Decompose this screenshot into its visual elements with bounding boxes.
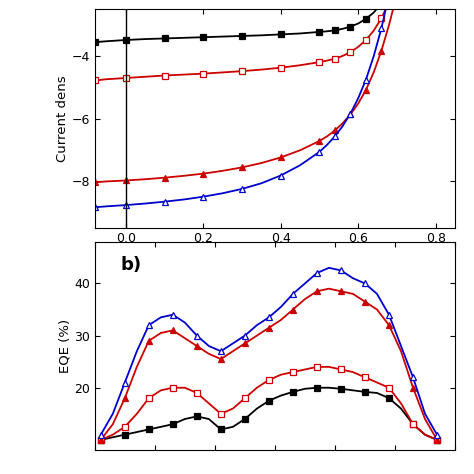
- Y-axis label: Current dens: Current dens: [55, 75, 69, 162]
- Text: b): b): [120, 256, 141, 274]
- X-axis label: Voltage (V): Voltage (V): [227, 251, 323, 266]
- Y-axis label: EQE (%): EQE (%): [58, 319, 71, 373]
